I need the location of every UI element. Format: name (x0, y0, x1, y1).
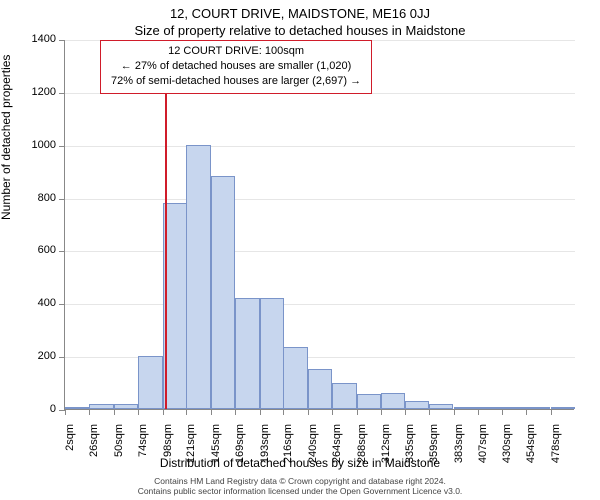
figure-container: 12, COURT DRIVE, MAIDSTONE, ME16 0JJ Siz… (0, 0, 600, 500)
x-tick (551, 409, 552, 415)
x-tick (502, 409, 503, 415)
x-tick (89, 409, 90, 415)
histogram-bar (260, 298, 284, 409)
x-tick (454, 409, 455, 415)
y-tick-label: 200 (6, 350, 56, 362)
histogram-bar (502, 407, 526, 409)
callout-line3: 72% of semi-detached houses are larger (… (111, 74, 361, 89)
x-tick (65, 409, 66, 415)
histogram-bar (478, 407, 502, 409)
x-tick-label: 478sqm (550, 424, 562, 474)
callout-box: 12 COURT DRIVE: 100sqm ← 27% of detached… (100, 40, 372, 94)
x-tick (332, 409, 333, 415)
x-tick-label: 98sqm (162, 424, 174, 474)
footer-line2: Contains public sector information licen… (0, 486, 600, 497)
x-tick (138, 409, 139, 415)
x-tick (478, 409, 479, 415)
x-tick (405, 409, 406, 415)
y-tick-label: 400 (6, 297, 56, 309)
x-tick-label: 359sqm (428, 424, 440, 474)
y-tick-label: 1400 (6, 33, 56, 45)
x-tick-label: 2sqm (64, 424, 76, 474)
x-tick-label: 407sqm (477, 424, 489, 474)
x-tick (429, 409, 430, 415)
callout-line2: ← 27% of detached houses are smaller (1,… (111, 59, 361, 74)
x-tick (211, 409, 212, 415)
y-tick-label: 800 (6, 192, 56, 204)
x-tick-label: 312sqm (380, 424, 392, 474)
x-tick-label: 216sqm (282, 424, 294, 474)
y-gridline (65, 304, 575, 305)
x-tick-label: 169sqm (234, 424, 246, 474)
y-gridline (65, 251, 575, 252)
y-tick-label: 1200 (6, 86, 56, 98)
x-tick-label: 454sqm (525, 424, 537, 474)
x-tick (381, 409, 382, 415)
x-tick-label: 264sqm (331, 424, 343, 474)
x-tick-label: 430sqm (501, 424, 513, 474)
x-tick (283, 409, 284, 415)
y-gridline (65, 199, 575, 200)
histogram-bar (89, 404, 113, 409)
x-tick (260, 409, 261, 415)
histogram-bar (283, 347, 307, 409)
x-tick-label: 121sqm (185, 424, 197, 474)
x-tick (526, 409, 527, 415)
histogram-bar (429, 404, 453, 409)
callout-line1: 12 COURT DRIVE: 100sqm (111, 44, 361, 59)
property-marker-line (165, 40, 167, 409)
x-tick-label: 383sqm (453, 424, 465, 474)
footer-attribution: Contains HM Land Registry data © Crown c… (0, 476, 600, 497)
x-tick-label: 240sqm (307, 424, 319, 474)
x-tick-label: 145sqm (210, 424, 222, 474)
x-tick-label: 288sqm (356, 424, 368, 474)
y-tick-label: 600 (6, 244, 56, 256)
histogram-bar (211, 176, 235, 409)
histogram-bar (114, 404, 138, 409)
chart-subtitle: Size of property relative to detached ho… (0, 21, 600, 38)
y-gridline (65, 146, 575, 147)
x-tick (186, 409, 187, 415)
x-tick-label: 26sqm (88, 424, 100, 474)
histogram-bar (454, 407, 478, 409)
histogram-bar (357, 394, 381, 409)
footer-line1: Contains HM Land Registry data © Crown c… (0, 476, 600, 487)
x-tick-label: 50sqm (113, 424, 125, 474)
x-tick (114, 409, 115, 415)
x-tick (235, 409, 236, 415)
histogram-bar (405, 401, 429, 409)
x-tick-label: 74sqm (137, 424, 149, 474)
address-title: 12, COURT DRIVE, MAIDSTONE, ME16 0JJ (0, 0, 600, 21)
histogram-bar (235, 298, 259, 409)
x-tick (163, 409, 164, 415)
histogram-bar (186, 145, 210, 409)
y-tick-label: 0 (6, 403, 56, 415)
histogram-bar (381, 393, 405, 409)
histogram-bar (65, 407, 89, 409)
x-tick (308, 409, 309, 415)
x-tick (357, 409, 358, 415)
y-tick-label: 1000 (6, 139, 56, 151)
histogram-bar (308, 369, 332, 409)
histogram-bar (332, 383, 356, 409)
chart-area (64, 40, 574, 410)
x-tick-label: 335sqm (404, 424, 416, 474)
x-tick-label: 193sqm (259, 424, 271, 474)
histogram-bar (551, 407, 575, 409)
histogram-bar (138, 356, 162, 409)
histogram-bar (526, 407, 550, 409)
